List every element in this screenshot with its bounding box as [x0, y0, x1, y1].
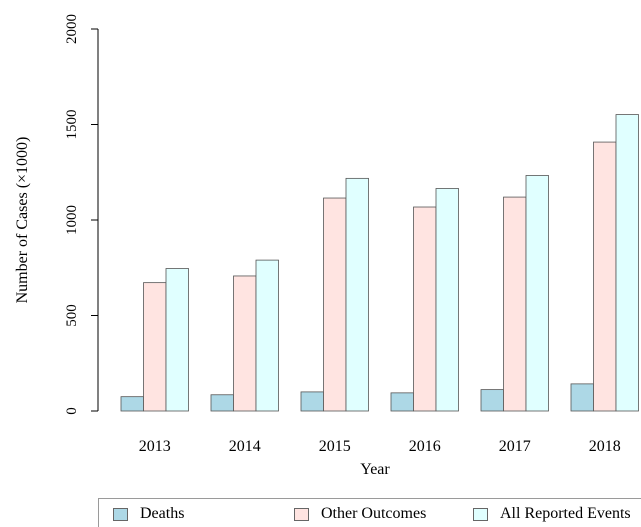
legend-item-all-reported-events: All Reported Events: [473, 505, 631, 522]
legend-label-other-outcomes: Other Outcomes: [321, 505, 427, 522]
bar-deaths-2016: [390, 392, 414, 412]
bar-other-outcomes-2015: [323, 197, 347, 412]
y-tick-label: 500: [64, 304, 80, 327]
bar-other-outcomes-2014: [233, 275, 257, 412]
x-tick-label: 2015: [319, 438, 351, 455]
bar-other-outcomes-2013: [143, 282, 167, 412]
x-axis-label: Year: [360, 461, 390, 478]
bar-other-outcomes-2017: [503, 196, 527, 412]
bar-all-reported-events-2017: [525, 175, 549, 412]
x-tick-label: 2017: [499, 438, 531, 455]
y-axis-label: Number of Cases (×1000): [14, 137, 31, 304]
bar-deaths-2013: [120, 396, 144, 412]
legend-label-deaths: Deaths: [140, 505, 185, 522]
y-axis: 0 500 1000 1500 2000: [64, 14, 99, 415]
bar-deaths-2017: [480, 389, 504, 412]
y-tick-label: 0: [64, 407, 80, 415]
bar-all-reported-events-2014: [255, 259, 279, 412]
x-tick-label: 2016: [409, 438, 441, 455]
x-axis: 2013 2014 2015 2016 2017 2018: [139, 438, 621, 455]
bar-other-outcomes-2016: [413, 206, 437, 412]
x-tick-label: 2014: [229, 438, 261, 455]
x-tick-label: 2013: [139, 438, 171, 455]
legend-swatch-other-outcomes: [294, 507, 309, 521]
bar-all-reported-events-2018: [615, 114, 639, 412]
legend-swatch-all-reported-events: [473, 507, 488, 521]
bar-group: [120, 114, 639, 412]
bar-other-outcomes-2018: [593, 141, 617, 412]
legend-swatch-deaths: [113, 507, 128, 521]
legend-label-all-reported-events: All Reported Events: [500, 505, 631, 522]
bar-all-reported-events-2016: [435, 188, 459, 412]
y-tick-label: 1000: [64, 205, 80, 235]
y-tick-label: 1500: [64, 110, 80, 140]
bar-all-reported-events-2015: [345, 177, 369, 412]
bar-all-reported-events-2013: [165, 268, 189, 412]
bar-deaths-2014: [210, 394, 234, 412]
x-tick-label: 2018: [589, 438, 621, 455]
legend-item-deaths: Deaths: [113, 505, 185, 522]
legend: Deaths Other Outcomes All Reported Event…: [98, 498, 641, 527]
bar-deaths-2018: [570, 383, 594, 412]
y-tick-label: 2000: [64, 14, 80, 44]
legend-item-other-outcomes: Other Outcomes: [294, 505, 427, 522]
bar-deaths-2015: [300, 391, 324, 412]
